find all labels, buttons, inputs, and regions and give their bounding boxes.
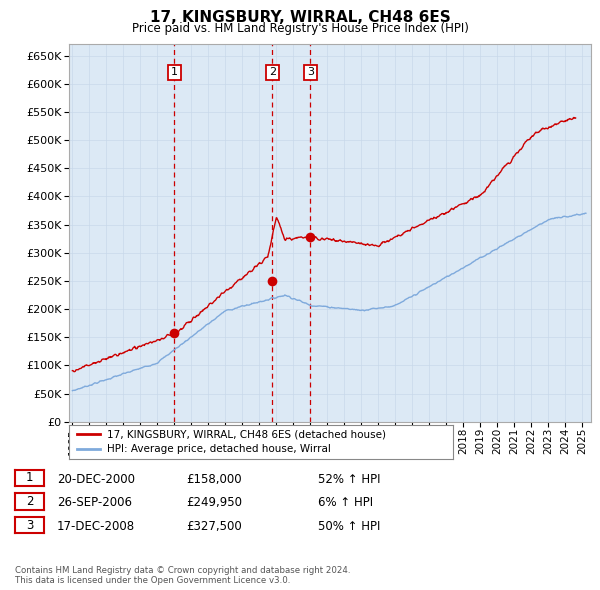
Text: 17-DEC-2008: 17-DEC-2008 — [57, 520, 135, 533]
Text: 17, KINGSBURY, WIRRAL, CH48 6ES (detached house): 17, KINGSBURY, WIRRAL, CH48 6ES (detache… — [107, 430, 386, 440]
Text: 1: 1 — [171, 67, 178, 77]
Text: 3: 3 — [26, 519, 33, 532]
Text: 52% ↑ HPI: 52% ↑ HPI — [318, 473, 380, 486]
Text: 17, KINGSBURY, WIRRAL, CH48 6ES: 17, KINGSBURY, WIRRAL, CH48 6ES — [149, 10, 451, 25]
Text: 2: 2 — [269, 67, 276, 77]
Text: 3: 3 — [307, 67, 314, 77]
Text: 26-SEP-2006: 26-SEP-2006 — [57, 496, 132, 509]
Text: HPI: Average price, detached house, Wirral: HPI: Average price, detached house, Wirr… — [107, 444, 331, 454]
Text: Price paid vs. HM Land Registry's House Price Index (HPI): Price paid vs. HM Land Registry's House … — [131, 22, 469, 35]
Text: Contains HM Land Registry data © Crown copyright and database right 2024.
This d: Contains HM Land Registry data © Crown c… — [15, 566, 350, 585]
Text: £249,950: £249,950 — [186, 496, 242, 509]
Text: 1: 1 — [26, 471, 33, 484]
Text: 2: 2 — [26, 495, 33, 508]
Text: 20-DEC-2000: 20-DEC-2000 — [57, 473, 135, 486]
Text: £158,000: £158,000 — [186, 473, 242, 486]
Text: £327,500: £327,500 — [186, 520, 242, 533]
Text: 6% ↑ HPI: 6% ↑ HPI — [318, 496, 373, 509]
Text: 50% ↑ HPI: 50% ↑ HPI — [318, 520, 380, 533]
